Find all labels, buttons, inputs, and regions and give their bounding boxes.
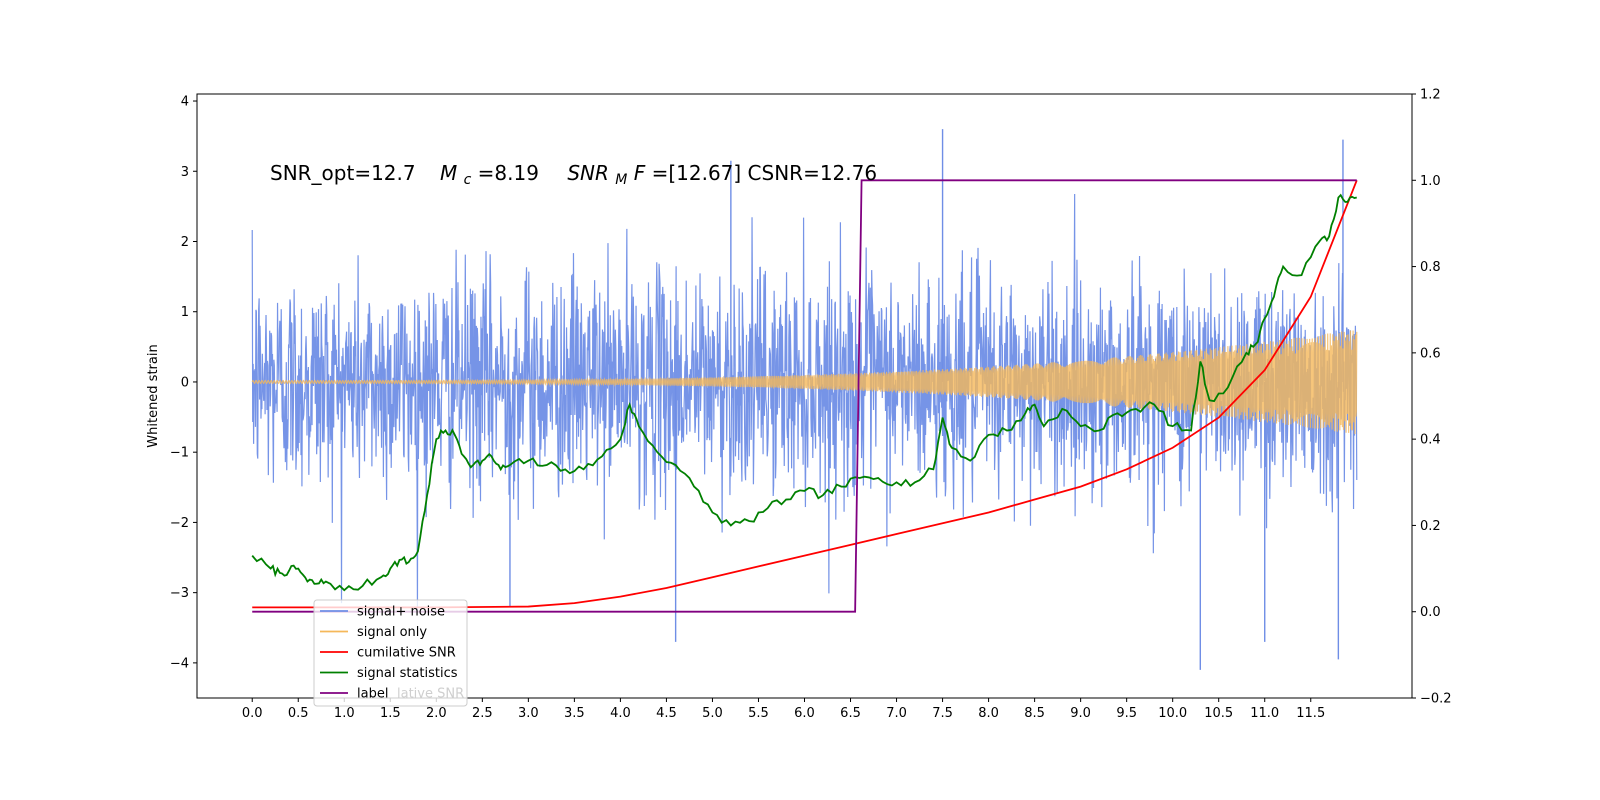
right-y-axis: −0.2 0.0 0.2 0.4 0.6 0.8 1.0 1.2: [1412, 88, 1452, 707]
snrmf-subscript: M: [615, 172, 627, 188]
x-tick-label: 9.5: [1116, 706, 1137, 721]
left-y-tick-label: −4: [170, 656, 189, 671]
legend: signal+ noise signal only cumilative SNR si…: [313, 599, 468, 707]
x-tick-label: 6.5: [840, 706, 861, 721]
legend-entry-label: label: [357, 687, 388, 702]
left-y-tick-label: −3: [170, 586, 189, 601]
right-y-tick-label: 0.6: [1420, 346, 1441, 361]
legend-entry-label: signal statistics: [357, 666, 458, 681]
right-y-tick-label: 0.8: [1420, 260, 1441, 275]
y-axis-label: Whitened strain: [146, 344, 161, 447]
mc-subscript: c: [464, 172, 472, 188]
x-tick-label: 0.5: [288, 706, 309, 721]
legend-entry-label: signal+ noise: [357, 605, 445, 620]
left-y-tick-label: 3: [181, 165, 189, 180]
x-tick-label: 2.5: [472, 706, 493, 721]
x-tick-label: 6.0: [794, 706, 815, 721]
x-axis: 0.0 0.5 1.0 1.5 2.0 2.5 3.0 3.5 4.0 4.5 5.0 5.5 6.0 6…: [242, 698, 1325, 721]
x-tick-label: 11.5: [1296, 706, 1325, 721]
left-y-tick-label: −2: [170, 516, 189, 531]
legend-box: [313, 599, 468, 707]
series-signal-statistics-line: [251, 193, 1357, 592]
legend-entry-label: signal only: [357, 625, 427, 640]
mc-value: =8.19: [478, 161, 539, 185]
series-signal-only-line: [251, 330, 1358, 435]
right-y-tick-label: 0.2: [1420, 519, 1441, 534]
mc-symbol: M: [440, 161, 457, 185]
x-tick-label: 4.5: [656, 706, 677, 721]
x-tick-label: 5.0: [702, 706, 723, 721]
snrmf-value: =[12.67] CSNR=12.76: [652, 161, 878, 185]
snr-annotation: SNR_opt=12.7 M c =8.19 SNR M F =[12.67] …: [270, 161, 877, 189]
x-tick-label: 1.0: [334, 706, 355, 721]
x-tick-label: 7.5: [932, 706, 953, 721]
right-y-tick-label: 0.0: [1420, 605, 1441, 620]
x-tick-label: 10.5: [1204, 706, 1233, 721]
x-tick-label: 2.0: [426, 706, 447, 721]
legend-entry-label: cumilative SNR: [357, 646, 456, 661]
series-layer: [251, 129, 1358, 670]
left-y-tick-label: 4: [181, 95, 189, 110]
x-tick-label: 3.5: [564, 706, 585, 721]
x-tick-label: 10.0: [1158, 706, 1187, 721]
right-y-tick-label: 1.0: [1420, 174, 1441, 189]
snrmf-symbol: SNR: [567, 161, 609, 185]
series-signal-noise-line: [251, 194, 1358, 612]
right-y-tick-label: 1.2: [1420, 88, 1441, 103]
snr-opt-label: SNR_opt=12.7: [270, 161, 416, 185]
left-y-axis: −4 −3 −2 −1 0 1 2 3 4: [170, 95, 197, 671]
x-tick-label: 7.0: [886, 706, 907, 721]
left-y-tick-label: 1: [181, 305, 189, 320]
x-tick-label: 0.0: [242, 706, 263, 721]
x-tick-label: 4.0: [610, 706, 631, 721]
left-y-tick-label: 2: [181, 235, 189, 250]
x-tick-label: 11.0: [1250, 706, 1279, 721]
x-tick-label: 5.5: [748, 706, 769, 721]
right-y-tick-label: −0.2: [1420, 692, 1452, 707]
right-y-tick-label: 0.4: [1420, 433, 1441, 448]
series-label-line: [252, 179, 1357, 613]
x-tick-label: 8.0: [978, 706, 999, 721]
legend-ghost-text: lative SNR: [397, 687, 464, 702]
x-tick-label: 9.0: [1070, 706, 1091, 721]
left-y-tick-label: 0: [181, 375, 189, 390]
x-tick-label: 1.5: [380, 706, 401, 721]
series-cumulative-snr-line: [252, 179, 1358, 609]
left-y-tick-label: −1: [170, 446, 189, 461]
snrmf-f: F: [634, 161, 646, 185]
x-tick-label: 8.5: [1024, 706, 1045, 721]
x-tick-label: 3.0: [518, 706, 539, 721]
